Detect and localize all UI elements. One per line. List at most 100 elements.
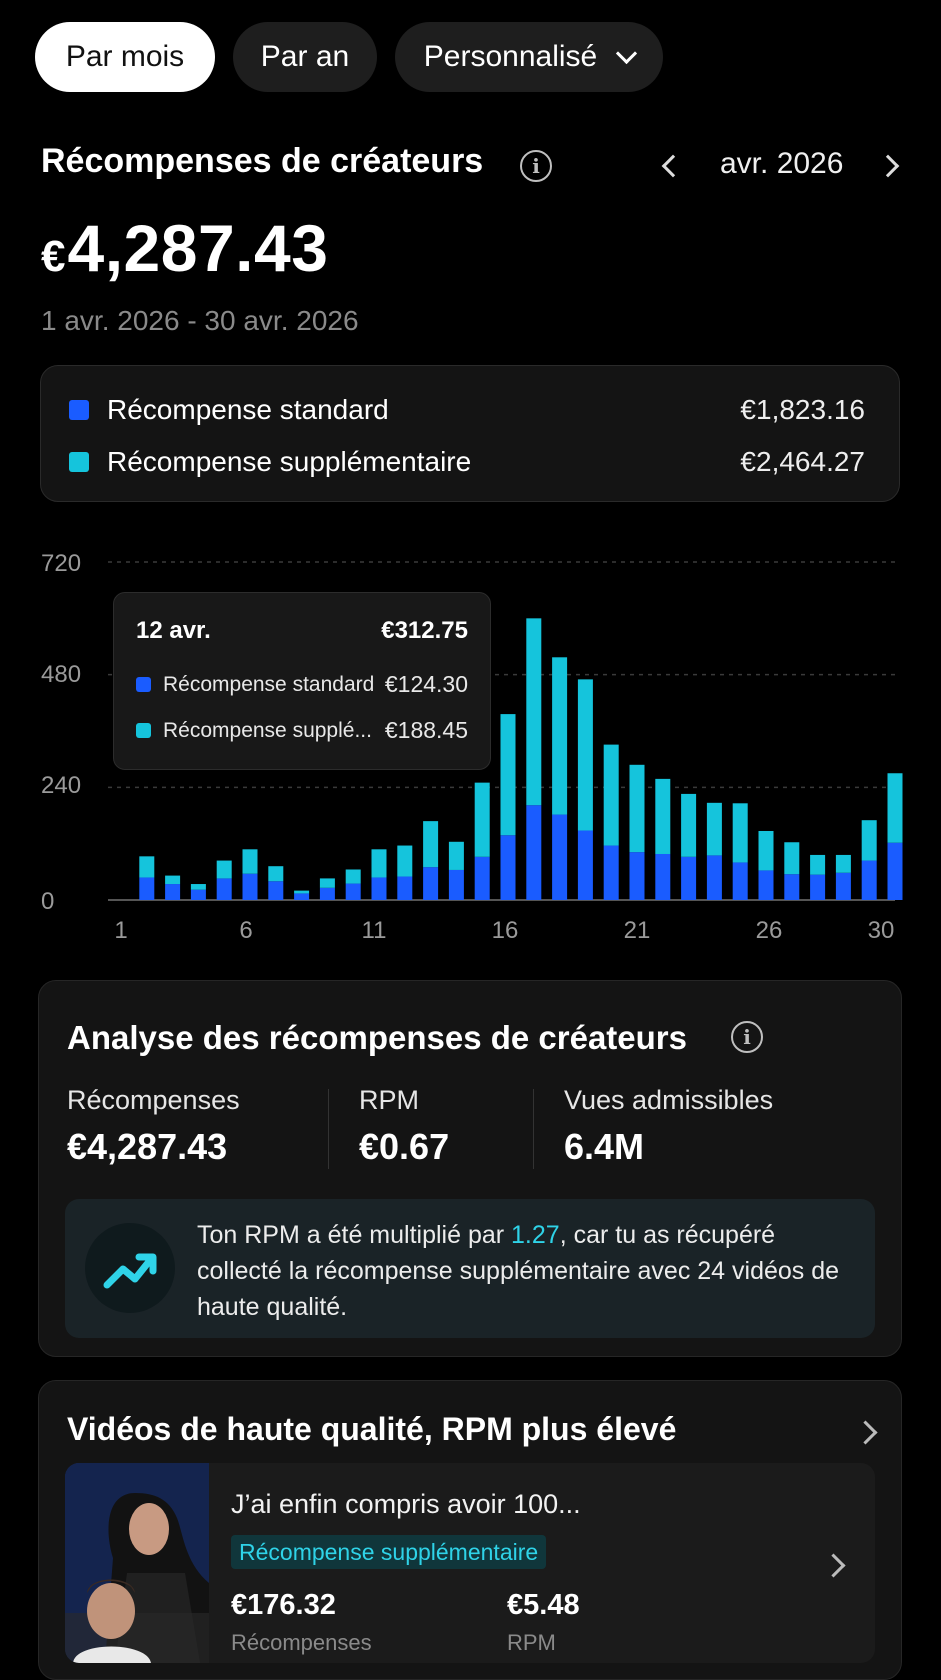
tooltip-label: Récompense standard — [163, 672, 375, 696]
bar-standard-20[interactable] — [603, 845, 619, 900]
total-amount: 4,287.43 — [67, 211, 329, 285]
bar-supplementaire-7[interactable] — [268, 866, 284, 882]
video-list-item[interactable]: J’ai enfin compris avoir 100... Récompen… — [65, 1463, 875, 1663]
rpm-insight-box: Ton RPM a été multiplié par 1.27, car tu… — [65, 1199, 875, 1338]
bar-supplementaire-21[interactable] — [629, 764, 645, 853]
y-tick-label: 0 — [41, 888, 55, 915]
bar-standard-11[interactable] — [371, 877, 387, 900]
bar-supplementaire-4[interactable] — [190, 884, 206, 890]
chevron-down-icon — [616, 42, 638, 64]
metric-value: €4,287.43 — [67, 1126, 228, 1167]
video-rpm-value: €5.48 — [507, 1589, 580, 1621]
bar-supplementaire-12[interactable] — [397, 845, 413, 877]
bar-standard-22[interactable] — [655, 853, 671, 900]
info-icon[interactable]: i — [731, 1021, 763, 1053]
bar-standard-6[interactable] — [242, 873, 258, 900]
metric-value: 6.4M — [564, 1126, 645, 1167]
bar-supplementaire-31[interactable] — [887, 773, 903, 843]
bar-standard-23[interactable] — [681, 856, 697, 900]
bar-standard-26[interactable] — [758, 870, 774, 900]
bar-standard-31[interactable] — [887, 842, 903, 900]
tab-par-an[interactable]: Par an — [233, 22, 377, 92]
tab-par-mois[interactable]: Par mois — [35, 22, 215, 92]
bar-supplementaire-27[interactable] — [784, 842, 800, 875]
bar-supplementaire-25[interactable] — [732, 803, 748, 863]
tooltip-date: 12 avr. — [136, 617, 211, 644]
bar-standard-27[interactable] — [784, 874, 800, 900]
bar-supplementaire-11[interactable] — [371, 849, 387, 878]
bar-standard-16[interactable] — [500, 835, 516, 900]
bar-supplementaire-16[interactable] — [500, 714, 516, 836]
bar-standard-14[interactable] — [448, 869, 464, 900]
bar-supplementaire-23[interactable] — [681, 793, 697, 857]
bar-supplementaire-9[interactable] — [319, 878, 335, 888]
bar-supplementaire-8[interactable] — [294, 890, 310, 894]
bar-standard-19[interactable] — [577, 830, 593, 900]
bar-supplementaire-28[interactable] — [810, 854, 826, 875]
bar-standard-8[interactable] — [294, 893, 310, 900]
tab-label: Par mois — [65, 40, 185, 73]
chevron-right-icon[interactable] — [876, 154, 900, 178]
tab-personnalise[interactable]: Personnalisé — [395, 22, 663, 92]
month-label: avr. 2026 — [720, 147, 844, 180]
bar-supplementaire-20[interactable] — [603, 744, 619, 846]
bar-supplementaire-26[interactable] — [758, 830, 774, 871]
metric-divider — [328, 1089, 329, 1169]
bar-supplementaire-5[interactable] — [216, 860, 232, 879]
bar-supplementaire-15[interactable] — [474, 782, 490, 857]
rewards-chart[interactable]: 720 480 240 0 1 6 11 16 21 26 30 — [0, 545, 941, 945]
bar-standard-4[interactable] — [190, 889, 206, 900]
info-icon[interactable]: i — [520, 150, 552, 182]
chevron-right-icon[interactable] — [821, 1553, 846, 1578]
bar-supplementaire-10[interactable] — [345, 869, 361, 884]
bar-standard-18[interactable] — [552, 814, 568, 900]
bar-supplementaire-2[interactable] — [139, 856, 155, 878]
y-tick-label: 480 — [41, 661, 82, 688]
high-quality-videos-card[interactable]: Vidéos de haute qualité, RPM plus élevé … — [38, 1380, 902, 1680]
bar-supplementaire-6[interactable] — [242, 849, 258, 874]
bar-supplementaire-3[interactable] — [165, 875, 181, 885]
metric-rewards: Récompenses €4,287.43 — [67, 1085, 240, 1168]
bar-supplementaire-19[interactable] — [577, 679, 593, 831]
bar-standard-13[interactable] — [423, 867, 439, 900]
bar-standard-7[interactable] — [268, 881, 284, 900]
bar-standard-30[interactable] — [861, 860, 877, 900]
analysis-card: Analyse des récompenses de créateurs i R… — [38, 980, 902, 1357]
tooltip-header: 12 avr. €312.75 — [136, 617, 468, 645]
bar-supplementaire-30[interactable] — [861, 820, 877, 861]
insight-multiplier: 1.27 — [511, 1221, 560, 1249]
bar-standard-29[interactable] — [835, 872, 851, 900]
tooltip-value: €124.30 — [384, 671, 468, 697]
bar-supplementaire-29[interactable] — [835, 854, 851, 873]
bar-standard-5[interactable] — [216, 878, 232, 900]
legend-swatch — [69, 400, 89, 420]
bar-supplementaire-13[interactable] — [423, 821, 439, 868]
tab-label: Personnalisé — [423, 40, 598, 73]
bar-standard-17[interactable] — [526, 805, 542, 900]
bar-supplementaire-18[interactable] — [552, 657, 568, 815]
bar-standard-21[interactable] — [629, 852, 645, 900]
x-tick-label: 11 — [361, 917, 387, 944]
bar-standard-25[interactable] — [732, 862, 748, 900]
insight-suffix: , car tu as récupéré collecté la récompe… — [197, 1221, 840, 1321]
bar-standard-12[interactable] — [397, 876, 413, 900]
bar-standard-24[interactable] — [706, 855, 722, 900]
legend-row-standard: Récompense standard €1,823.16 — [69, 390, 865, 430]
bar-supplementaire-22[interactable] — [655, 778, 671, 854]
trending-up-icon — [85, 1223, 175, 1313]
tooltip-row-supplementaire: Récompense supplé... €188.45 — [136, 717, 468, 744]
bar-standard-3[interactable] — [165, 884, 181, 900]
bar-standard-28[interactable] — [810, 874, 826, 900]
bar-standard-2[interactable] — [139, 877, 155, 900]
total-rewards: € 4,287.43 — [41, 210, 328, 286]
tooltip-label: Récompense supplé... — [163, 718, 372, 742]
bar-supplementaire-14[interactable] — [448, 841, 464, 870]
bar-supplementaire-17[interactable] — [526, 618, 542, 806]
chevron-right-icon[interactable] — [853, 1420, 878, 1445]
bar-standard-9[interactable] — [319, 887, 335, 900]
metric-rpm: RPM €0.67 — [359, 1085, 449, 1168]
chevron-left-icon[interactable] — [661, 154, 685, 178]
bar-supplementaire-24[interactable] — [706, 802, 722, 856]
bar-standard-15[interactable] — [474, 856, 490, 900]
bar-standard-10[interactable] — [345, 883, 361, 900]
